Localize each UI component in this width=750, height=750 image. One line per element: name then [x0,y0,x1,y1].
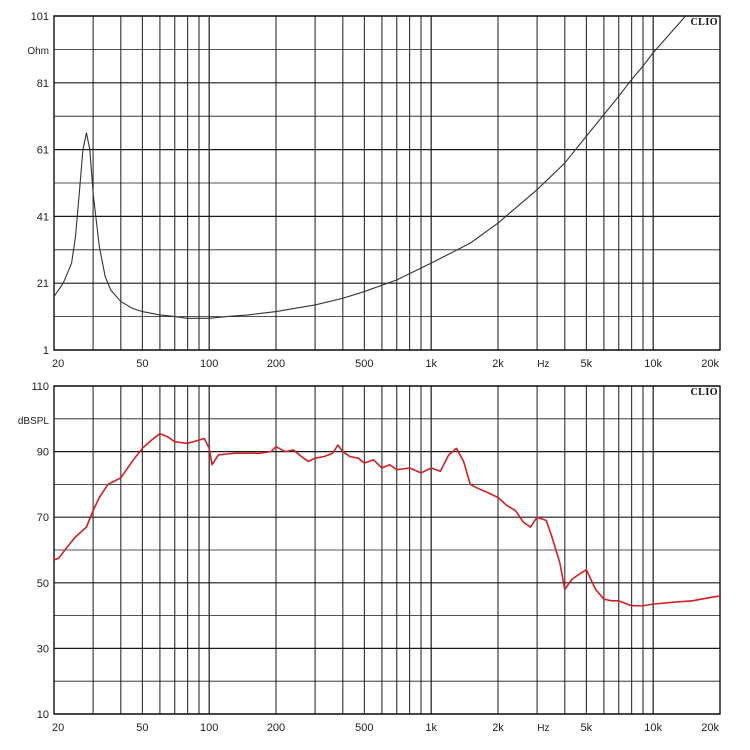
x-axis-unit-label: Hz [537,359,549,370]
x-tick-label: 500 [355,722,373,734]
x-tick-label: 100 [200,722,218,734]
x-tick-label: 500 [355,358,373,370]
x-axis-unit-label: Hz [537,723,549,734]
x-tick-label: 50 [136,722,148,734]
x-tick-label: 20 [52,722,64,734]
spl-curve [54,432,720,607]
y-tick-label: 110 [31,381,49,393]
y-tick-label: 1 [43,345,49,357]
x-tick-label: 1k [425,722,437,734]
y-tick-label: 10 [37,709,49,721]
x-tick-label: 100 [200,358,218,370]
impedance-curve [54,16,687,319]
x-tick-label: 2k [492,358,504,370]
y-axis-unit-label: dBSPL [18,416,50,427]
x-tick-label: 20k [701,722,719,734]
y-tick-label: 81 [37,78,49,90]
y-tick-label: 30 [37,643,49,655]
x-tick-label: 200 [267,722,285,734]
x-tick-label: 200 [267,358,285,370]
x-tick-label: 20 [52,358,64,370]
x-tick-label: 20k [701,358,719,370]
y-tick-label: 70 [37,512,49,524]
spl-chart: 10 30 50 70 90 110 dBSPL 20 50 100 200 500 1k 2k 5k 10k… [18,381,721,734]
x-tick-label: 5k [581,358,593,370]
plot-frame [53,15,721,351]
y-tick-label: 50 [37,578,49,590]
y-tick-label: 90 [37,447,49,459]
brand-label: CLIO [690,387,718,398]
y-axis-unit-label: Ohm [27,46,49,57]
plot-frame [53,385,721,715]
brand-label: CLIO [690,17,718,28]
x-tick-label: 1k [425,358,437,370]
x-tick-label: 5k [581,722,593,734]
x-tick-label: 50 [136,358,148,370]
y-tick-label: 21 [37,278,49,290]
impedance-chart: 1 21 41 61 81 101 Ohm 20 50 100 200 500 1k 2k 5k 10k 20k… [27,11,721,370]
y-tick-label: 41 [37,211,49,223]
x-tick-label: 10k [644,358,662,370]
x-tick-label: 10k [644,722,662,734]
x-tick-label: 2k [492,722,504,734]
y-tick-label: 101 [31,11,49,23]
y-tick-label: 61 [37,145,49,157]
